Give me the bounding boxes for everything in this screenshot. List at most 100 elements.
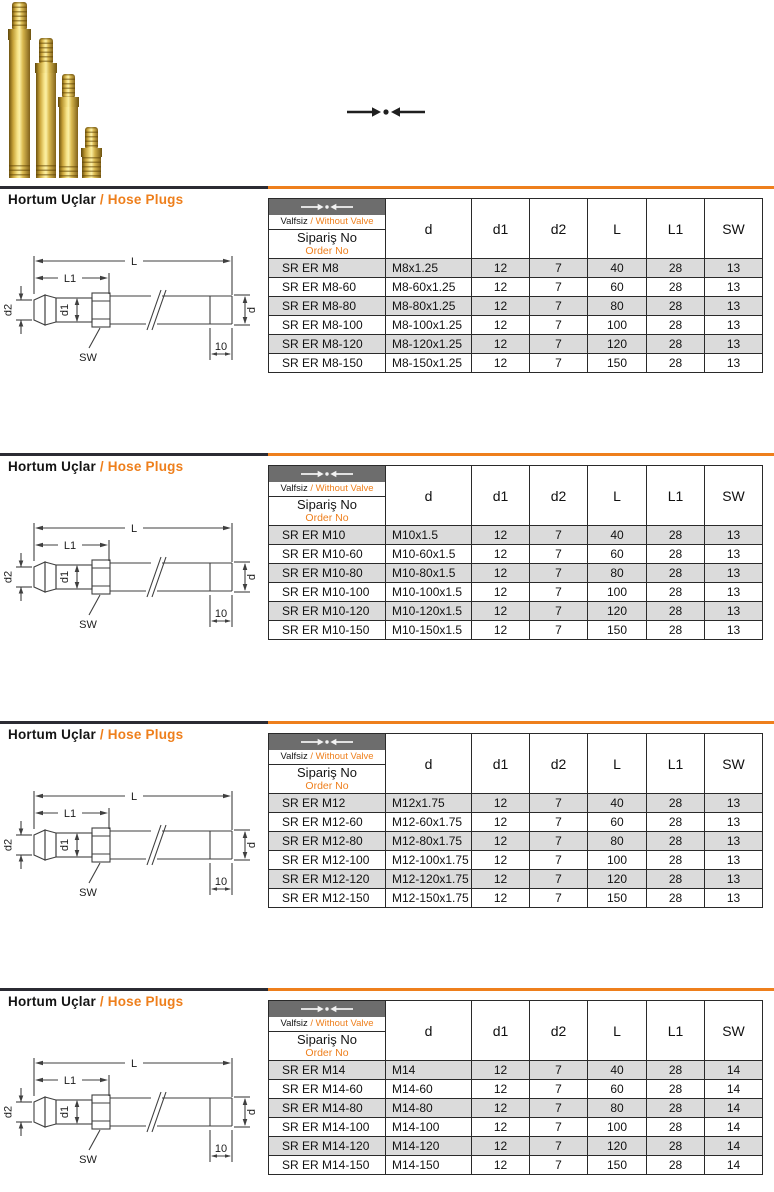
divider-orange-segment (268, 453, 774, 456)
divider-dark-segment (0, 186, 268, 189)
table-row: SR ER M14-80 M14-80 12 7 80 28 14 (268, 1098, 763, 1118)
cell-d1: 12 (471, 888, 530, 908)
dim-label-d: d (246, 574, 258, 580)
cell-d: M8-150x1.25 (385, 353, 472, 373)
divider-orange-segment (268, 988, 774, 991)
column-header-d2: d2 (529, 733, 588, 794)
cell-l: 120 (587, 601, 647, 621)
section-title: Hortum Uçlar / Hose Plugs (8, 192, 183, 207)
cell-d: M10-80x1.5 (385, 563, 472, 583)
cell-order-no: SR ER M8-80 (268, 296, 386, 316)
dim-label-d2: d2 (4, 571, 15, 583)
cell-order-no: SR ER M10 (268, 525, 386, 545)
cell-l1: 28 (646, 888, 705, 908)
cell-l1: 28 (646, 1136, 705, 1156)
cell-l1: 28 (646, 831, 705, 851)
dim-label-d2: d2 (4, 304, 15, 316)
column-header-L1: L1 (646, 733, 705, 794)
cell-d2: 7 (529, 1079, 588, 1099)
table-row: SR ER M8-100 M8-100x1.25 12 7 100 28 13 (268, 315, 763, 335)
column-header-d2: d2 (529, 198, 588, 259)
table-row: SR ER M8-60 M8-60x1.25 12 7 60 28 13 (268, 277, 763, 297)
dim-label-d2: d2 (4, 1106, 15, 1118)
cell-d1: 12 (471, 831, 530, 851)
product-photo (0, 0, 220, 186)
without-valve-symbol-icon (269, 734, 385, 750)
cell-order-no: SR ER M8-150 (268, 353, 386, 373)
plug-thread (82, 157, 101, 178)
cell-d: M12x1.75 (385, 793, 472, 813)
cell-d1: 12 (471, 601, 530, 621)
table-row: SR ER M8-80 M8-80x1.25 12 7 80 28 13 (268, 296, 763, 316)
cell-sw: 13 (704, 620, 763, 640)
order-no-label: Sipariş No Order No (297, 497, 357, 525)
table-row: SR ER M12-120 M12-120x1.75 12 7 120 28 13 (268, 869, 763, 889)
cell-d2: 7 (529, 601, 588, 621)
column-header-SW: SW (704, 1000, 763, 1061)
cell-d2: 7 (529, 296, 588, 316)
cell-d1: 12 (471, 869, 530, 889)
column-header-d2: d2 (529, 1000, 588, 1061)
table-row: SR ER M8-150 M8-150x1.25 12 7 150 28 13 (268, 353, 763, 373)
spec-table-body: SR ER M14 M14 12 7 40 28 14 SR ER M14-60 M14-60 1… (268, 1060, 763, 1175)
spec-table-wrapper: Valfsiz / Without Valve Sipariş No Order… (268, 1000, 763, 1175)
cell-d: M8-80x1.25 (385, 296, 472, 316)
cell-order-no: SR ER M12-150 (268, 888, 386, 908)
cell-l: 40 (587, 525, 647, 545)
table-row: SR ER M10-100 M10-100x1.5 12 7 100 28 13 (268, 582, 763, 602)
table-row: SR ER M14-120 M14-120 12 7 120 28 14 (268, 1136, 763, 1156)
cell-sw: 13 (704, 812, 763, 832)
column-header-d1: d1 (471, 1000, 530, 1061)
cell-sw: 14 (704, 1098, 763, 1118)
cell-order-no: SR ER M14-120 (268, 1136, 386, 1156)
plug-barb (61, 74, 76, 97)
section-title-turkish: Hortum Uçlar (8, 192, 96, 207)
cell-l: 60 (587, 544, 647, 564)
cell-d2: 7 (529, 620, 588, 640)
column-header-L: L (587, 465, 647, 526)
cell-l: 150 (587, 353, 647, 373)
cell-order-no: SR ER M10-120 (268, 601, 386, 621)
table-row: SR ER M8 M8x1.25 12 7 40 28 13 (268, 258, 763, 278)
cell-l1: 28 (646, 1079, 705, 1099)
section-title-english: / Hose Plugs (99, 994, 184, 1009)
valve-type-label: Valfsiz / Without Valve (269, 750, 385, 765)
cell-l: 40 (587, 1060, 647, 1080)
cell-d1: 12 (471, 1136, 530, 1156)
table-row: SR ER M10-150 M10-150x1.5 12 7 150 28 13 (268, 620, 763, 640)
column-header-d: d (385, 1000, 472, 1061)
cell-d: M8-60x1.25 (385, 277, 472, 297)
catalog-section: Hortum Uçlar / Hose Plugs (0, 186, 774, 453)
cell-l1: 28 (646, 793, 705, 813)
hose-plug-photo-1 (8, 2, 31, 178)
table-row: SR ER M12-150 M12-150x1.75 12 7 150 28 13 (268, 888, 763, 908)
cell-sw: 13 (704, 563, 763, 583)
dim-label-d1: d1 (59, 839, 71, 851)
plug-barb (84, 127, 99, 148)
section-title-english: / Hose Plugs (99, 727, 184, 742)
cell-order-no: SR ER M14-60 (268, 1079, 386, 1099)
cell-sw: 14 (704, 1155, 763, 1175)
cell-sw: 13 (704, 888, 763, 908)
column-header-L1: L1 (646, 465, 705, 526)
cell-d1: 12 (471, 353, 530, 373)
spec-table-wrapper: Valfsiz / Without Valve Sipariş No Order… (268, 198, 763, 373)
cell-l1: 28 (646, 563, 705, 583)
cell-sw: 13 (704, 277, 763, 297)
spec-table-wrapper: Valfsiz / Without Valve Sipariş No Order… (268, 733, 763, 908)
technical-drawing: L L1 d1 d2 d SW 10 (4, 256, 258, 364)
cell-d1: 12 (471, 793, 530, 813)
cell-l: 100 (587, 582, 647, 602)
dim-label-d: d (246, 1109, 258, 1115)
cell-order-no: SR ER M10-100 (268, 582, 386, 602)
column-header-SW: SW (704, 465, 763, 526)
section-title-turkish: Hortum Uçlar (8, 459, 96, 474)
plug-thread (36, 165, 56, 178)
section-divider (0, 721, 774, 724)
cell-l: 40 (587, 258, 647, 278)
cell-d1: 12 (471, 277, 530, 297)
cell-d2: 7 (529, 1155, 588, 1175)
cell-d1: 12 (471, 544, 530, 564)
cell-d: M10-100x1.5 (385, 582, 472, 602)
dim-label-L1: L1 (64, 540, 76, 552)
